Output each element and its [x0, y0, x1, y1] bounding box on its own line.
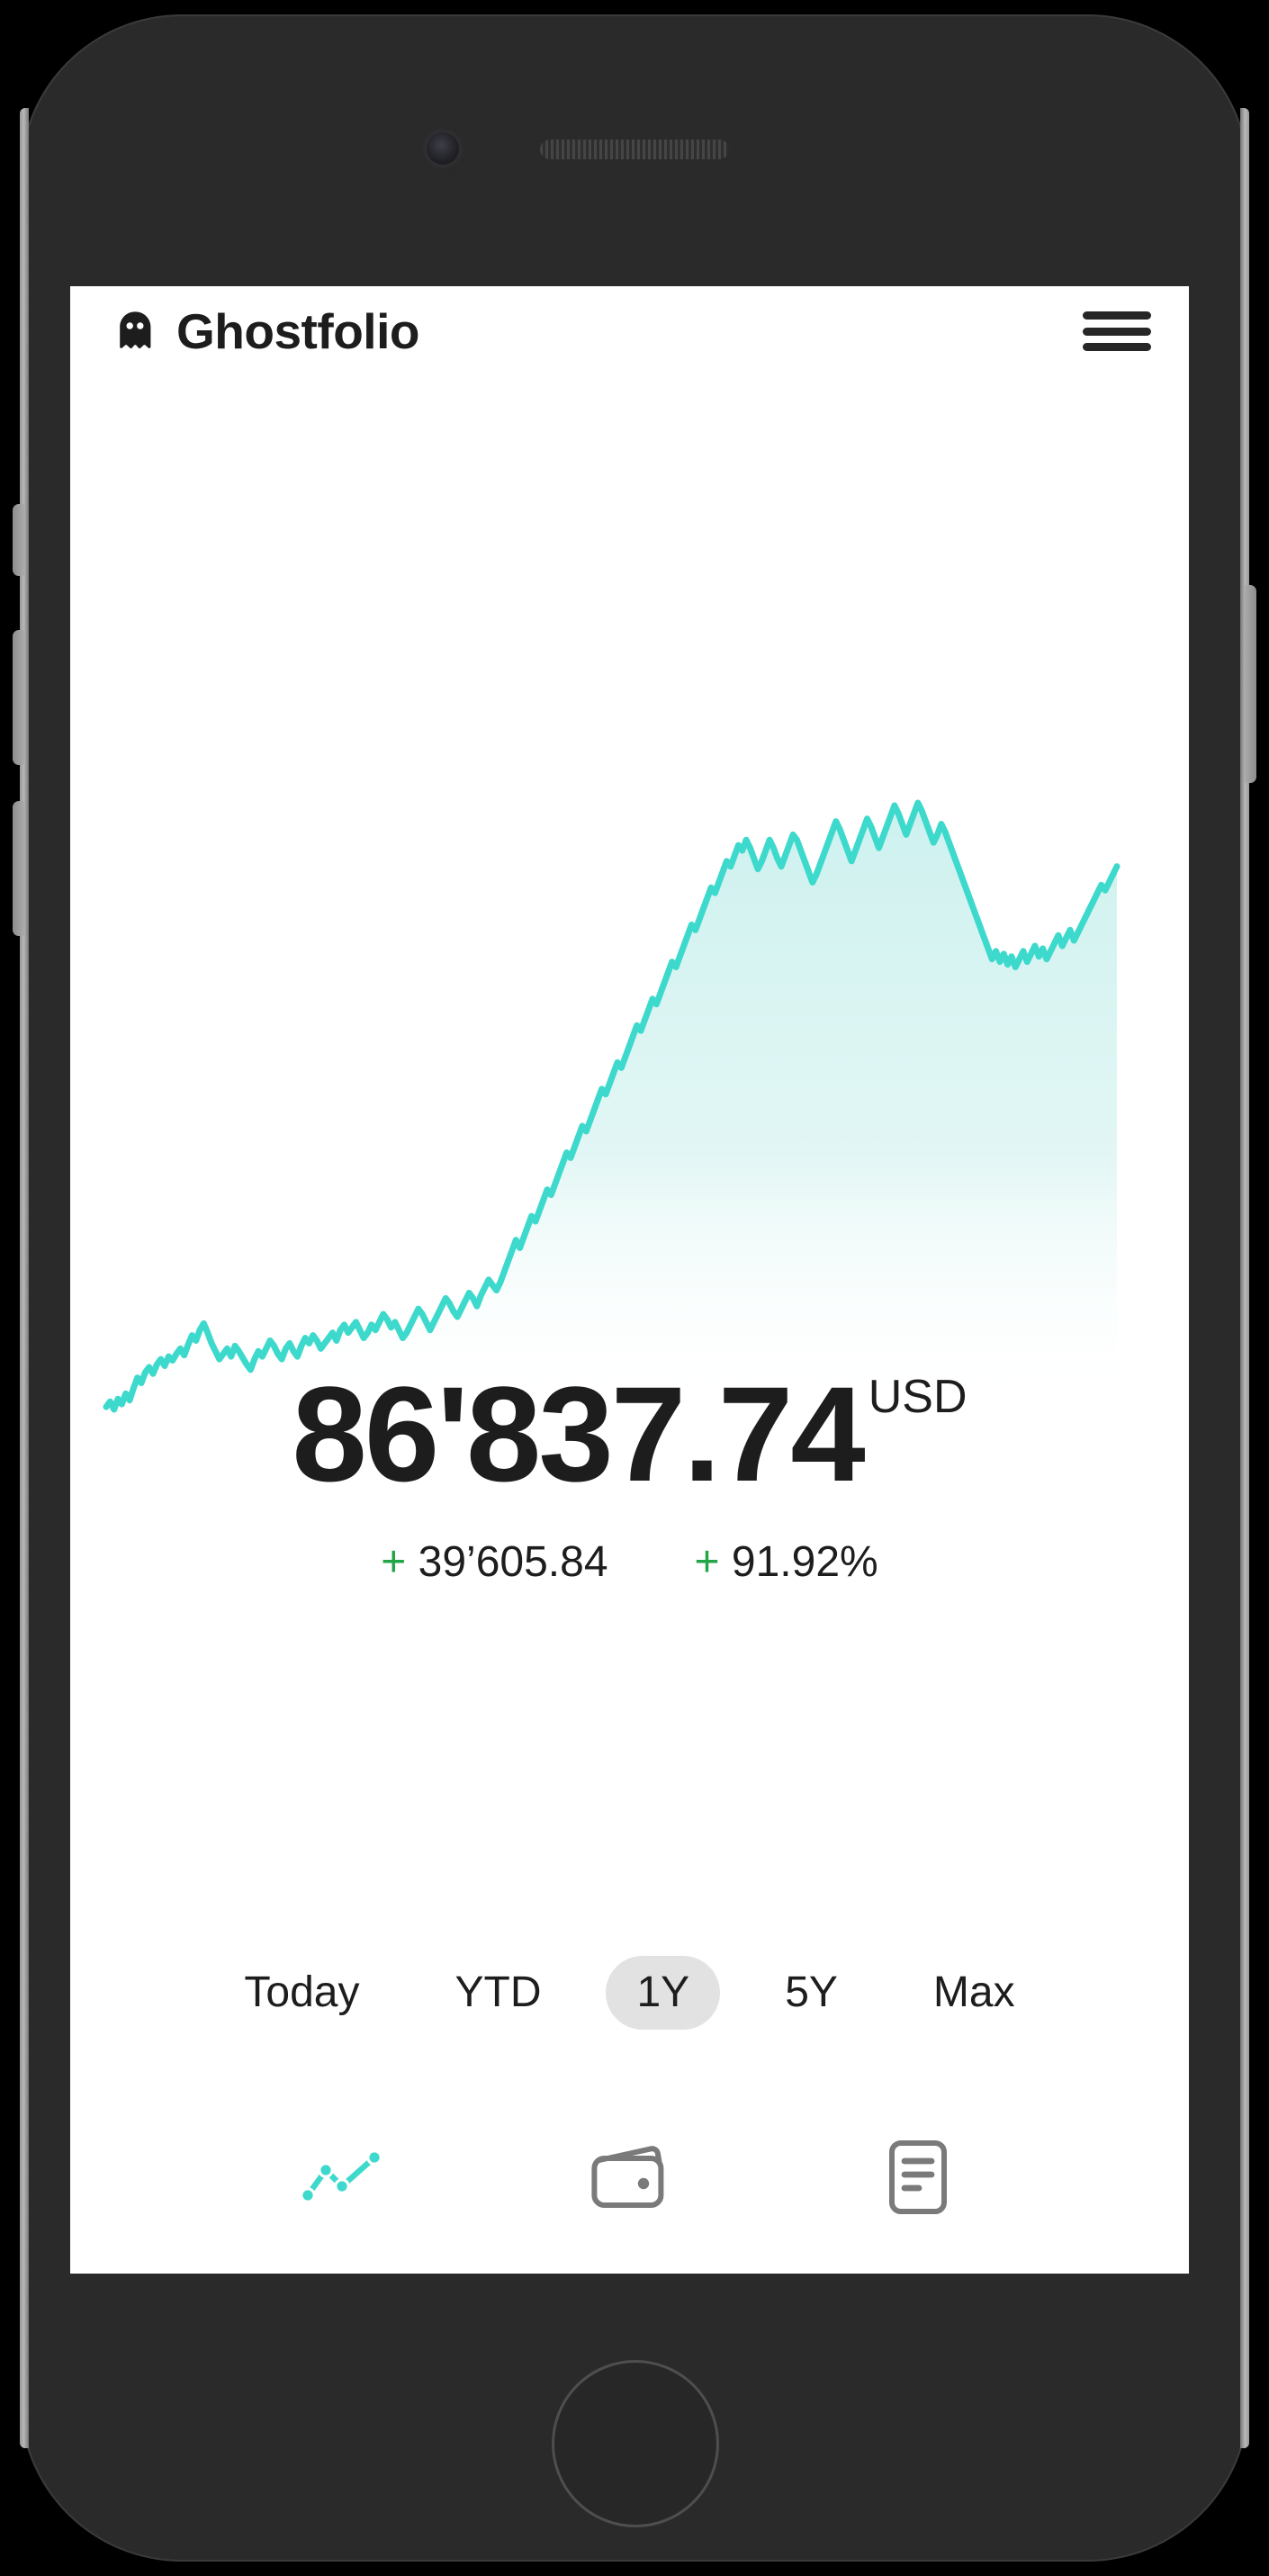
range-tab-today[interactable]: Today: [244, 1968, 360, 2016]
absolute-change-value: 39’605.84: [418, 1538, 608, 1586]
power-button[interactable]: [1244, 585, 1256, 783]
volume-up-button[interactable]: [13, 630, 25, 765]
date-range-tabs: Today YTD 1Y 5Y Max: [70, 1956, 1189, 2031]
range-tab-max[interactable]: Max: [932, 1968, 1015, 2016]
percent-change-sign: +: [694, 1538, 720, 1586]
portfolio-performance-chart[interactable]: [70, 790, 1189, 1420]
percent-change-value: 91.92%: [731, 1538, 878, 1586]
phone-side-rail-right: [1240, 108, 1249, 2448]
ghost-icon: [120, 311, 151, 349]
volume-down-button[interactable]: [13, 801, 25, 936]
nav-item-summary[interactable]: [864, 2128, 972, 2227]
phone-screen: Ghostfolio: [70, 286, 1189, 2274]
absolute-change: + 39’605.84: [381, 1537, 608, 1587]
home-button[interactable]: [552, 2360, 719, 2527]
portfolio-value-row: 86'837.74 USD: [70, 1366, 1189, 1501]
portfolio-currency: USD: [868, 1371, 968, 1423]
app-header: Ghostfolio: [70, 286, 1189, 376]
nav-item-analytics[interactable]: [288, 2128, 396, 2227]
front-camera: [427, 132, 459, 165]
brand-name: Ghostfolio: [176, 302, 419, 359]
portfolio-value-block: 86'837.74 USD + 39’605.84 + 91.92%: [70, 1366, 1189, 1587]
hamburger-bar-1: [1083, 311, 1151, 320]
bottom-navigation-bar: [70, 2128, 1189, 2227]
hamburger-menu-icon[interactable]: [1083, 306, 1151, 356]
hamburger-bar-3: [1083, 343, 1151, 351]
nav-item-accounts[interactable]: [576, 2128, 684, 2227]
range-tab-1y[interactable]: 1Y: [606, 1956, 721, 2031]
portfolio-change-row: + 39’605.84 + 91.92%: [70, 1537, 1189, 1587]
percent-change: + 91.92%: [695, 1537, 878, 1587]
range-tab-ytd[interactable]: YTD: [454, 1968, 542, 2016]
wallet-icon: [590, 2146, 663, 2208]
summary-document-icon: [888, 2140, 947, 2214]
analytics-line-chart-icon: [299, 2149, 382, 2203]
chart-svg: [103, 799, 1120, 1413]
range-tab-5y[interactable]: 5Y: [785, 1968, 838, 2016]
hamburger-bar-2: [1083, 327, 1151, 336]
portfolio-value: 86'837.74: [292, 1358, 865, 1509]
mute-switch-button[interactable]: [13, 504, 25, 576]
chart-area-fill: [106, 803, 1117, 1410]
chart-line: [103, 799, 1120, 1413]
absolute-change-sign: +: [381, 1538, 407, 1586]
phone-side-rail-left: [20, 108, 29, 2448]
earpiece-speaker: [540, 140, 729, 159]
brand-logo-group[interactable]: Ghostfolio: [113, 302, 419, 359]
